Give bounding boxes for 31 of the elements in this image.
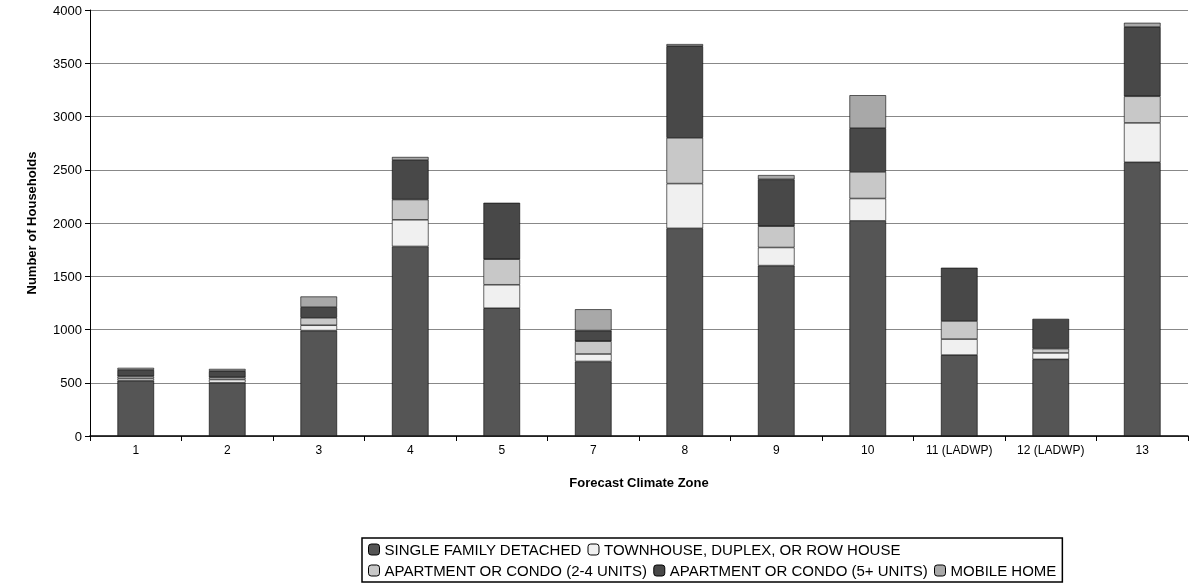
y-tick-label: 3500 [53,55,82,71]
legend-label: TOWNHOUSE, DUPLEX, OR ROW HOUSE [603,541,901,558]
legend-label: SINGLE FAMILY DETACHED [384,541,582,558]
bar [117,369,155,377]
x-tick-label: 12 (LADWP) [1017,443,1085,457]
y-tick-label: 4000 [53,2,82,18]
x-tick-label: 11 (LADWP) [926,443,993,457]
legend-label: MOBILE HOME [950,562,1057,579]
x-tick-label: 1 [132,443,140,457]
x-tick-label: 10 [861,443,875,457]
y-axis-title: Number of Households [24,151,39,295]
legend-label: APARTMENT OR CONDO (2-4 UNITS) [384,562,648,579]
x-tick-label: 7 [589,443,597,457]
y-tick-label: 1000 [53,322,82,337]
y-tick-label: 2000 [53,215,82,231]
y-tick-label: 2500 [53,162,82,178]
y-tick-label: 1500 [53,268,82,284]
x-tick-label: 8 [681,443,689,457]
bar [1032,318,1070,349]
x-tick-label: 3 [315,443,323,457]
x-tick-label: 4 [406,443,414,457]
y-tick-label: 500 [60,375,82,391]
y-tick-label: 0 [74,428,82,444]
y-tick-label: 3000 [53,109,82,124]
x-tick-label: 2 [223,443,231,457]
x-tick-label: 5 [498,443,506,457]
x-tick-label: 13 [1135,443,1150,457]
legend-label: APARTMENT OR CONDO (5+ UNITS) [669,562,928,579]
x-tick-label: 9 [772,443,780,457]
x-axis-title: Forecast Climate Zone [569,475,709,490]
bar [208,371,246,378]
